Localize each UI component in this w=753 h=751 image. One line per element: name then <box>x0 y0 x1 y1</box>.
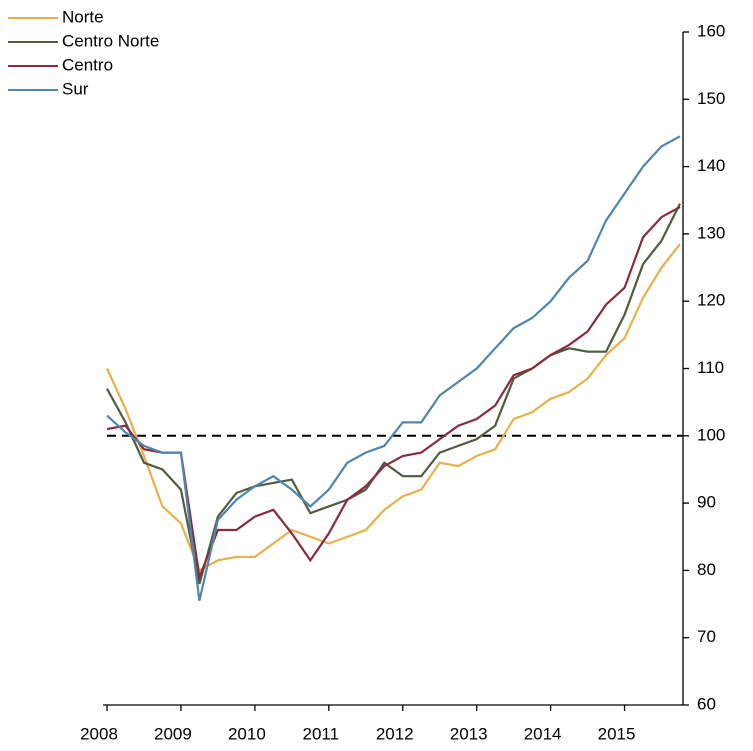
x-tick-label: 2015 <box>598 724 636 743</box>
x-tick-label: 2010 <box>228 724 266 743</box>
y-tick-label: 90 <box>697 493 716 512</box>
series-line <box>106 206 681 582</box>
y-tick-label: 150 <box>697 89 725 108</box>
x-tick-label: 2011 <box>303 724 340 743</box>
legend-label: Sur <box>62 79 89 98</box>
y-tick-label: 100 <box>697 425 725 444</box>
x-tick-label: 2009 <box>154 724 192 743</box>
y-tick-label: 80 <box>697 560 716 579</box>
y-tick-label: 160 <box>697 21 725 40</box>
y-tick-label: 130 <box>697 223 725 242</box>
y-tick-label: 120 <box>697 291 725 310</box>
series-line <box>106 135 681 601</box>
legend-label: Centro <box>62 55 113 74</box>
series-line <box>106 203 681 585</box>
series-line <box>105 243 681 572</box>
y-tick-label: 70 <box>697 627 716 646</box>
legend-label: Norte <box>62 7 104 26</box>
x-tick-label: 2013 <box>450 724 488 743</box>
x-tick-label: 2008 <box>80 724 118 743</box>
x-tick-label: 2012 <box>376 724 414 743</box>
x-tick-label: 2014 <box>524 724 562 743</box>
y-tick-label: 110 <box>697 358 724 377</box>
y-tick-label: 140 <box>697 156 725 175</box>
legend-label: Centro Norte <box>62 31 159 50</box>
y-tick-label: 60 <box>697 694 716 713</box>
